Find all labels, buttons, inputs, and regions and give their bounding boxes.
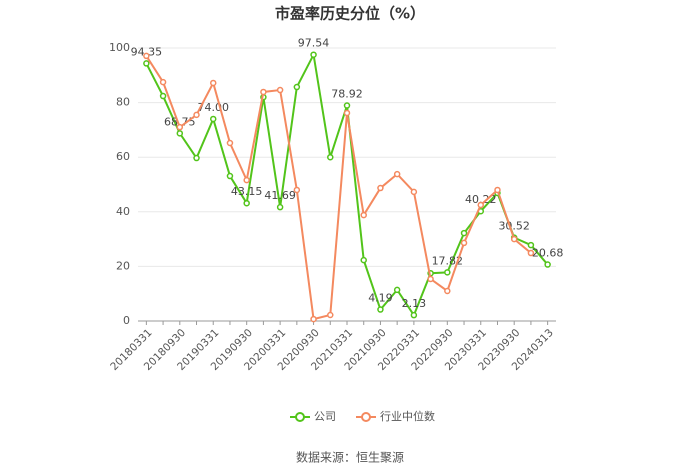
point <box>193 111 200 119</box>
point <box>293 83 301 91</box>
point <box>343 102 351 109</box>
legend-label: 公司 <box>314 410 336 423</box>
point <box>193 154 200 162</box>
point <box>393 170 401 178</box>
point <box>209 115 217 123</box>
point <box>310 51 317 58</box>
point <box>460 229 468 237</box>
y-tick-label: 80 <box>116 96 130 109</box>
point <box>477 201 485 209</box>
y-tick-label: 0 <box>123 314 130 327</box>
point <box>527 241 535 249</box>
series-line <box>145 55 532 321</box>
point <box>226 139 234 147</box>
data-label: 41.69 <box>264 189 296 202</box>
point <box>444 269 451 276</box>
y-tick-label: 40 <box>116 205 130 218</box>
source: 数据来源：恒生聚源 <box>296 450 404 465</box>
y-tick-label: 100 <box>109 41 130 54</box>
point <box>544 261 551 268</box>
point <box>176 123 184 131</box>
data-label: 94.35 <box>131 45 163 58</box>
point <box>243 176 250 184</box>
point <box>260 88 267 96</box>
point <box>393 286 401 294</box>
data-label: 30.52 <box>498 220 530 233</box>
point <box>310 315 317 323</box>
point <box>293 186 301 194</box>
point <box>276 86 284 94</box>
data-label: 17.82 <box>432 254 464 267</box>
point <box>243 199 250 207</box>
point <box>327 153 334 161</box>
point <box>143 52 150 60</box>
point <box>143 60 150 67</box>
point <box>410 311 418 319</box>
data-label: 40.22 <box>465 193 497 206</box>
point <box>427 275 434 283</box>
legend-marker <box>295 412 305 422</box>
point <box>276 203 284 211</box>
data-label: 43.15 <box>231 185 263 198</box>
data-label: 78.92 <box>331 88 363 101</box>
point <box>377 306 384 313</box>
point <box>159 78 167 86</box>
data-label: 97.54 <box>298 37 330 50</box>
point <box>176 130 184 137</box>
point <box>360 256 367 264</box>
chart-title: 市盈率历史分位（%） <box>275 5 425 23</box>
point <box>494 186 501 194</box>
point <box>410 188 418 196</box>
y-tick-label: 20 <box>116 259 130 272</box>
point <box>510 235 518 243</box>
y-tick-label: 60 <box>116 150 130 163</box>
data-label: 20.68 <box>532 247 564 260</box>
point <box>209 79 217 87</box>
data-label: 68.75 <box>164 115 196 128</box>
point <box>444 287 451 295</box>
point <box>377 184 384 192</box>
data-label: 2.13 <box>402 297 427 310</box>
point <box>460 239 468 247</box>
legend-label: 行业中位数 <box>380 409 435 423</box>
point <box>226 172 234 180</box>
point <box>343 109 351 117</box>
legend-marker <box>361 412 371 422</box>
data-label: 4.19 <box>368 292 393 305</box>
point <box>527 249 535 257</box>
point <box>159 92 167 100</box>
point <box>327 311 334 319</box>
point <box>360 211 367 219</box>
